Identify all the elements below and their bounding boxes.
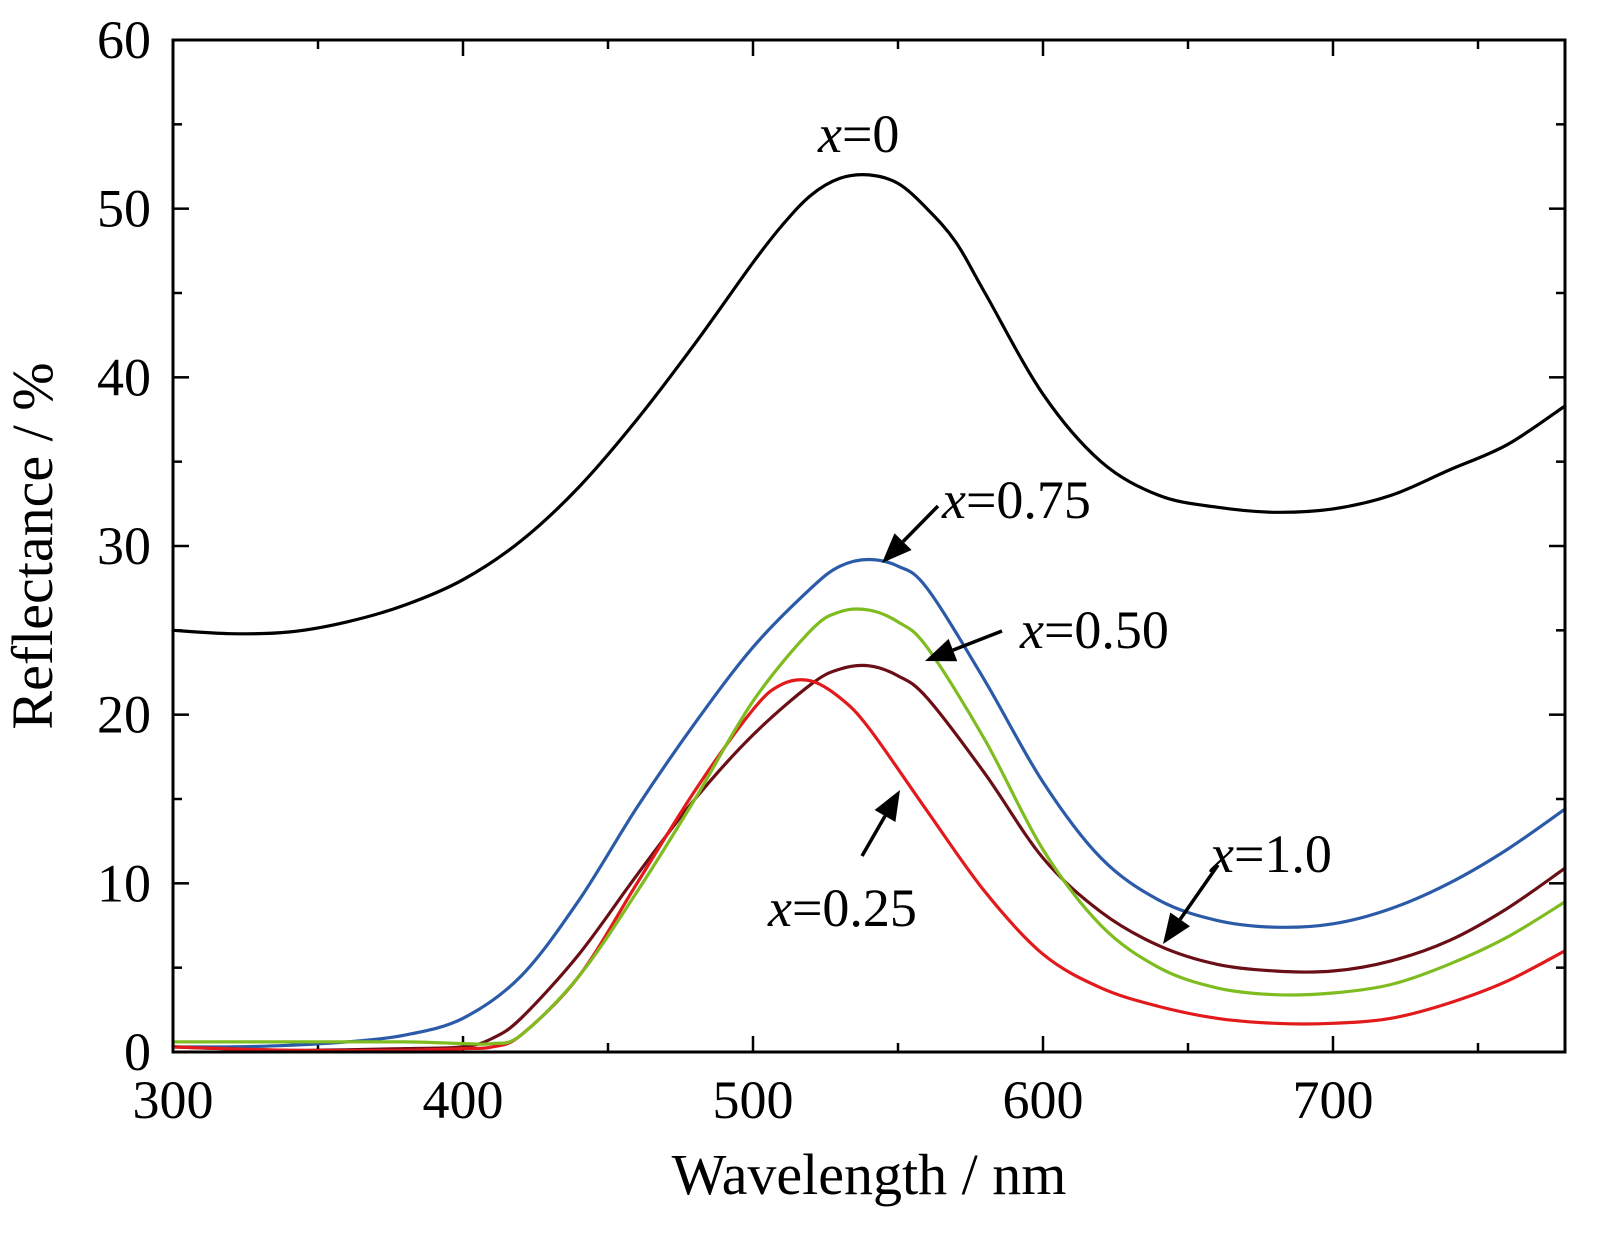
x-axis-title: Wavelength / nm <box>672 1142 1067 1207</box>
series-line-x-0 <box>171 173 1567 636</box>
y-tick-label: 60 <box>97 10 151 70</box>
annotation-variable: x <box>941 470 966 530</box>
annotation-value: =0.75 <box>966 470 1091 530</box>
annotation-variable: x <box>817 104 842 164</box>
annotation-arrow <box>860 815 887 857</box>
y-tick-label: 40 <box>97 347 151 407</box>
annotation-x-0: x=0 <box>817 104 899 164</box>
annotations: x=0x=0.75x=0.50x=1.0x=0.25 <box>767 104 1332 944</box>
y-tick-label: 10 <box>97 853 151 913</box>
annotation-x-0-25: x=0.25 <box>767 790 917 938</box>
annotation-x-0-50: x=0.50 <box>925 600 1169 662</box>
annotation-label: x=0.75 <box>941 470 1091 530</box>
annotation-variable: x <box>767 878 792 938</box>
annotation-value: =0.25 <box>792 878 917 938</box>
y-axis-title: Reflectance / % <box>0 362 65 729</box>
annotation-label: x=1.0 <box>1209 824 1332 884</box>
annotation-arrowhead <box>882 533 912 563</box>
annotation-value: =0.50 <box>1044 600 1169 660</box>
y-tick-label: 0 <box>124 1022 151 1082</box>
series-line-x-0-75 <box>171 557 1567 1049</box>
annotation-arrow <box>1178 864 1220 921</box>
annotation-arrow <box>952 629 1003 652</box>
x-tick-label: 700 <box>1293 1070 1374 1130</box>
y-tick-label: 50 <box>97 179 151 239</box>
annotation-arrowhead <box>1163 912 1190 944</box>
annotation-arrowhead <box>874 790 900 822</box>
tick-labels: 300 400 500 600 700 0 10 20 30 40 50 60 <box>97 10 1374 1130</box>
annotation-label: x=0 <box>817 104 899 164</box>
series-line-x-0-50 <box>171 607 1567 1046</box>
x-tick-label: 600 <box>1003 1070 1084 1130</box>
series-line-x-0-25 <box>171 678 1567 1053</box>
y-tick-label: 20 <box>97 685 151 745</box>
annotation-x-1-0: x=1.0 <box>1163 824 1332 944</box>
y-tick-label: 30 <box>97 516 151 576</box>
x-tick-label: 300 <box>133 1070 214 1130</box>
series-line-x-1-0 <box>171 663 1567 1052</box>
annotation-label: x=0.25 <box>767 878 917 938</box>
annotation-arrow <box>901 504 940 543</box>
annotation-x-0-75: x=0.75 <box>882 470 1091 563</box>
plot-frame <box>171 38 1567 1054</box>
annotation-variable: x <box>1019 600 1044 660</box>
annotation-label: x=0.50 <box>1019 600 1169 660</box>
x-tick-label: 500 <box>713 1070 794 1130</box>
x-tick-label: 400 <box>423 1070 504 1130</box>
annotation-arrowhead <box>925 638 958 662</box>
annotation-value: =1.0 <box>1234 824 1332 884</box>
series-lines <box>171 173 1567 1053</box>
annotation-value: =0 <box>842 104 899 164</box>
